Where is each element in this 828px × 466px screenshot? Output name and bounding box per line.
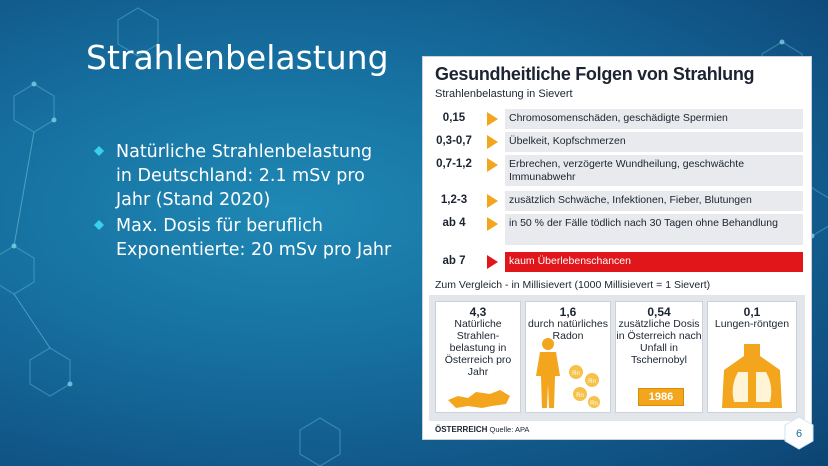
year-label: 1986 [638,388,684,406]
comparison-value: 1,6 [559,305,577,319]
bullet-text: Natürliche Strahlenbelastung in Deutschl… [116,142,373,210]
dose-row: 0,3-0,7 Übelkeit, Kopfschmerzen [431,132,803,152]
radon-label: Rn [576,393,584,399]
dose-value: ab 7 [442,255,466,267]
radon-label: Rn [572,371,580,377]
lungs-xray-icon [722,344,782,408]
comparison-text: durch natürliches Radon [528,318,608,342]
radon-label: Rn [590,401,598,407]
comparison-value: 0,1 [743,305,761,319]
radon-label: Rn [588,379,596,385]
dose-value: ab 4 [442,217,466,229]
bullet-list: Natürliche Strahlenbelastung in Deutschl… [92,140,392,264]
comparison-heading: Zum Vergleich - in Millisievert (1000 Mi… [435,279,711,291]
comparison-section: 4,3 Natürliche Strahlen-belastung in Öst… [429,295,805,421]
arrow-icon [487,194,498,208]
diamond-bullet-icon [94,220,104,230]
comparison-radon: 1,6 durch natürliches Radon Rn Rn Rn Rn [525,301,611,413]
arrow-icon [487,112,498,126]
diamond-bullet-icon [94,146,104,156]
dose-row: ab 4 in 50 % der Fälle tödlich nach 30 T… [431,214,803,245]
comparison-text: zusätzliche Dosis in Österreich nach Unf… [616,318,702,366]
arrow-icon [487,158,498,172]
dose-value: 1,2-3 [440,194,468,206]
dose-value: 0,3-0,7 [436,135,472,147]
dose-row: 0,7-1,2 Erbrechen, verzögerte Wundheilun… [431,155,803,186]
comparison-text: Lungen-röntgen [714,318,790,330]
comparison-value: 0,54 [647,305,671,319]
footer-source: Quelle: APA [489,425,530,434]
page-number-badge: 6 [784,416,814,450]
comparison-xray: 0,1 Lungen-röntgen [707,301,797,413]
arrow-icon [487,135,498,149]
dose-effect: in 50 % der Fälle tödlich nach 30 Tagen … [505,214,803,245]
bullet-text: Max. Dosis für beruflich Exponentierte: … [116,216,392,260]
comparison-text: Natürliche Strahlen-belastung in Österre… [444,318,512,378]
dose-effect: kaum Überlebenschancen [505,252,803,272]
dose-value: 0,15 [442,112,466,124]
infographic-subtitle: Strahlenbelastung in Sievert [435,88,573,100]
arrow-icon [487,255,498,269]
comparison-value: 4,3 [469,305,487,319]
comparison-natural: 4,3 Natürliche Strahlen-belastung in Öst… [435,301,521,413]
dose-effect: Chromosomenschäden, geschädigte Spermien [505,109,803,129]
dose-row-critical: ab 7 kaum Überlebenschancen [431,252,803,272]
slide-title: Strahlenbelastung [86,38,389,77]
dose-effect: Übelkeit, Kopfschmerzen [505,132,803,152]
infographic-title: Gesundheitliche Folgen von Strahlung [435,64,755,84]
page-number: 6 [796,428,802,440]
austria-map-icon [448,390,510,408]
bullet-item: Natürliche Strahlenbelastung in Deutschl… [92,140,392,212]
bullet-item: Max. Dosis für beruflich Exponentierte: … [92,214,392,262]
dose-effect: zusätzlich Schwäche, Infektionen, Fieber… [505,191,803,211]
dose-effect: Erbrechen, verzögerte Wundheilung, gesch… [505,155,803,186]
dose-row: 1,2-3 zusätzlich Schwäche, Infektionen, … [431,191,803,211]
comparison-chernobyl: 0,54 zusätzliche Dosis in Österreich nac… [615,301,703,413]
dose-value: 0,7-1,2 [436,158,472,170]
infographic-panel: Gesundheitliche Folgen von Strahlung Str… [422,56,812,440]
infographic-footer: ÖSTERREICH Quelle: APA [435,425,529,434]
human-figure-icon: Rn Rn Rn Rn [536,338,600,408]
arrow-icon [487,217,498,231]
dose-row: 0,15 Chromosomenschäden, geschädigte Spe… [431,109,803,129]
footer-brand: ÖSTERREICH [435,425,488,434]
